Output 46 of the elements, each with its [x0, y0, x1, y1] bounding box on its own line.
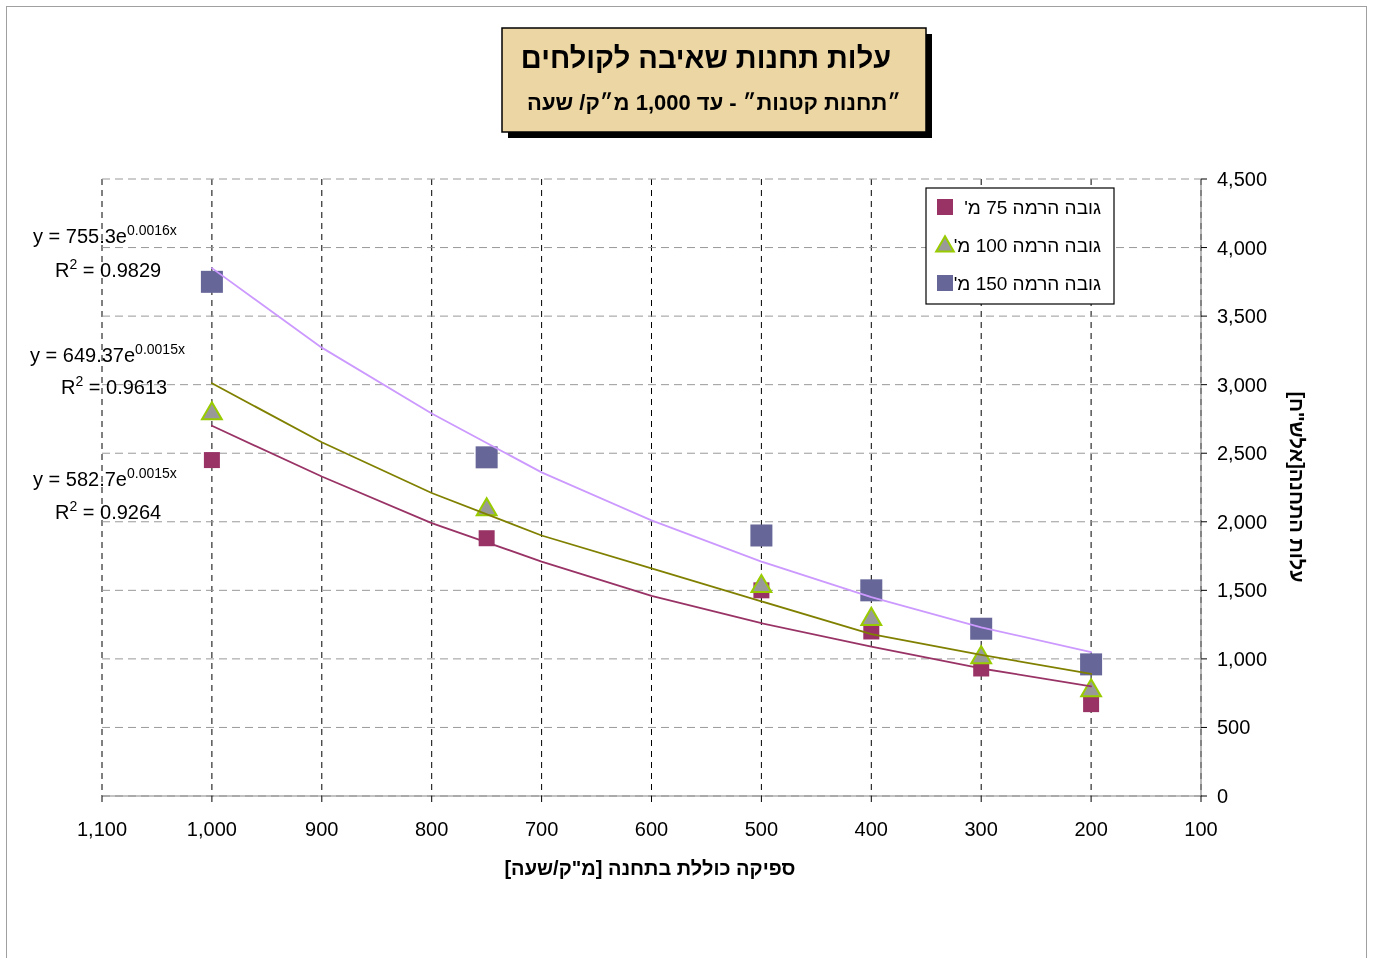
point — [970, 617, 993, 640]
point — [203, 452, 220, 469]
chart-subtitle: ״תחנות קטנות״ - עד 1,000 מ״ק/ שעה — [527, 90, 901, 115]
chart-title: עלות תחנות שאיבה לקולחים — [520, 42, 892, 74]
point — [860, 606, 883, 626]
legend-label: גובה הרמה 100 מ' — [953, 235, 1101, 256]
x-tick-label: 1,100 — [76, 818, 128, 840]
x-tick-label: 600 — [634, 818, 669, 840]
y-tick-label: 500 — [1217, 716, 1251, 739]
point — [750, 524, 773, 547]
annotation: y = 755.3e$^{0.0016x}$ — [33, 222, 177, 247]
x-tick-label: 100 — [1184, 818, 1218, 840]
annotation: R$^{2}$ = 0.9829 — [55, 256, 162, 281]
point — [1080, 678, 1102, 698]
point — [1083, 696, 1100, 713]
point — [860, 579, 883, 602]
y-tick-label: 4,500 — [1217, 168, 1268, 190]
y-tick-label: 1,000 — [1217, 647, 1268, 670]
x-tick-label: 500 — [744, 818, 779, 840]
y-tick-label: 0 — [1217, 785, 1229, 807]
point — [1080, 653, 1103, 676]
x-tick-label: 400 — [854, 818, 888, 840]
annotation: R$^{2}$ = 0.9613 — [61, 373, 168, 398]
x-tick-label: 900 — [305, 818, 339, 840]
legend-label: גובה הרמה 75 מ' — [964, 197, 1101, 218]
y-tick-label: 4,000 — [1217, 236, 1268, 259]
annotation: y = 582.7e$^{0.0015x}$ — [33, 465, 177, 490]
y-tick-label: 3,500 — [1217, 305, 1268, 328]
x-tick-label: 300 — [964, 818, 998, 840]
point — [750, 573, 773, 594]
y-tick-label: 2,500 — [1217, 442, 1268, 465]
annotation: R$^{2}$ = 0.9264 — [55, 498, 162, 523]
x-axis-title: ספיקה כוללת בתחנה [מ"ק/שעה] — [504, 857, 796, 879]
point — [200, 270, 223, 293]
point — [201, 401, 223, 421]
annotation: y = 649.37e$^{0.0015x}$ — [30, 341, 185, 366]
x-tick-label: 700 — [524, 818, 559, 840]
y-tick-label: 1,500 — [1217, 579, 1268, 602]
point — [475, 446, 498, 469]
y-axis-title: עלות התחנה[אלש"ח] — [1286, 391, 1308, 583]
x-tick-label: 200 — [1074, 818, 1108, 840]
y-tick-label: 2,000 — [1217, 510, 1268, 533]
y-tick-label: 3,000 — [1217, 373, 1268, 396]
x-tick-label: 800 — [415, 818, 449, 840]
legend-label: גובה הרמה 150 מ' — [953, 273, 1101, 294]
x-tick-label: 1,000 — [186, 818, 237, 840]
